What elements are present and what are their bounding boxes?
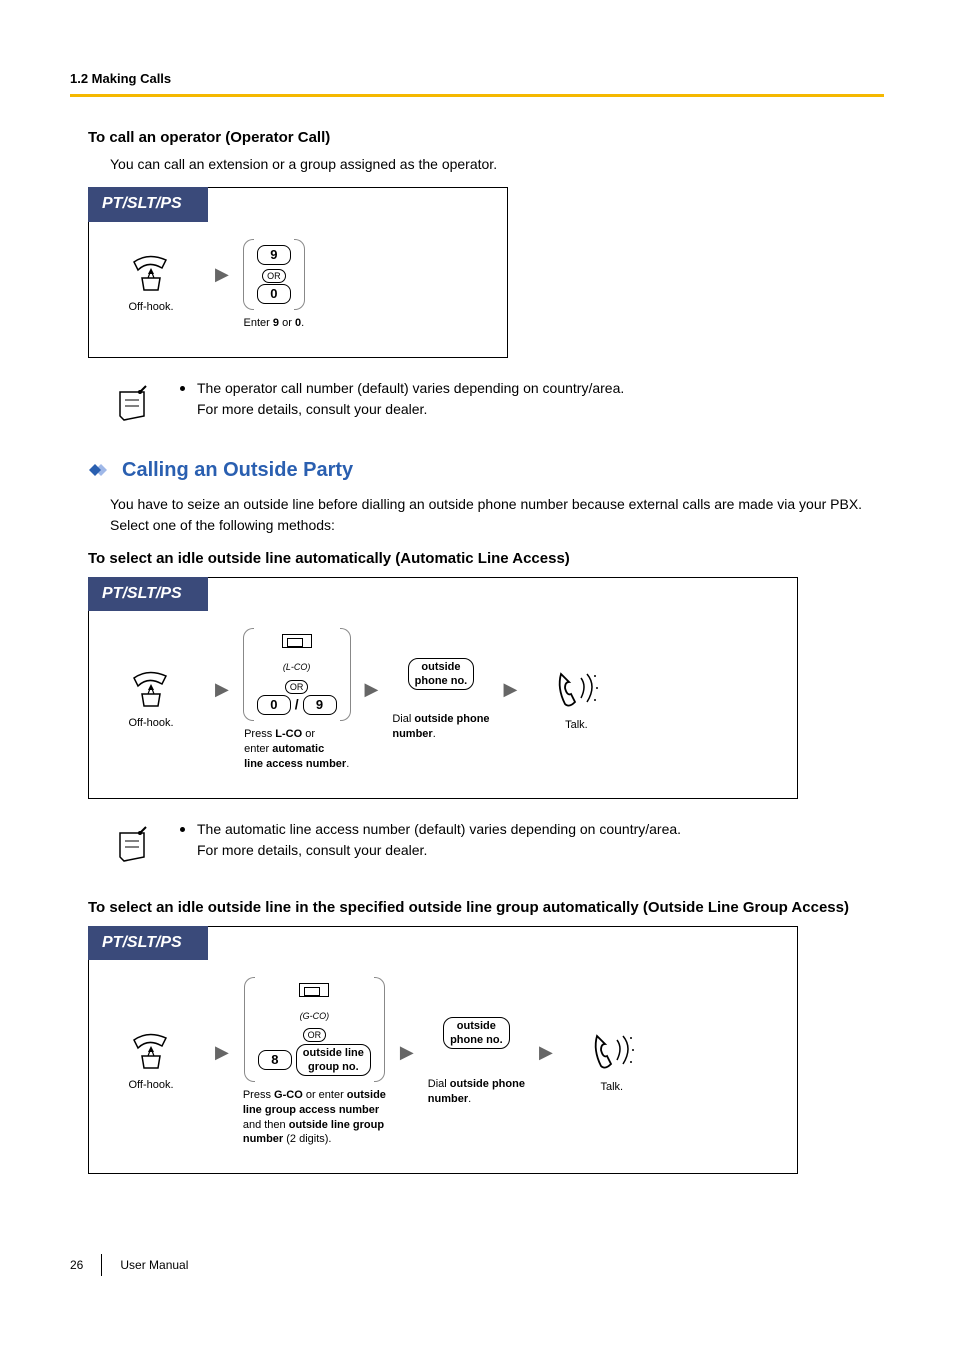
group-no-pill: outside linegroup no.	[296, 1044, 371, 1076]
note-auto: The automatic line access number (defaul…	[110, 819, 884, 869]
section-header: 1.2 Making Calls	[70, 70, 884, 88]
heading-operator-call: To call an operator (Operator Call)	[88, 127, 884, 148]
diagram-group: PT/SLT/PS Off-hook. ▶ (G-CO) OR 8 outsid…	[88, 926, 798, 1175]
note-text-1: The operator call number (default) varie…	[197, 380, 624, 396]
key-9: 9	[303, 695, 337, 715]
doc-title: User Manual	[120, 1257, 188, 1274]
heading-outside-party: Calling an Outside Party	[88, 456, 884, 484]
lco-button-icon	[282, 634, 312, 648]
arrow-icon: ▶	[365, 677, 379, 722]
caption-dial: Dial outside phone number.	[428, 1077, 525, 1107]
caption-offhook: Off-hook.	[128, 300, 173, 315]
arrow-icon: ▶	[215, 1040, 229, 1085]
diamond-icon	[88, 461, 114, 479]
offhook-icon	[128, 254, 174, 294]
caption-talk: Talk.	[600, 1080, 623, 1095]
key-group: (G-CO) OR 8 outside linegroup no.	[244, 977, 385, 1082]
note-text-2: For more details, consult your dealer.	[197, 401, 427, 417]
header-rule	[70, 94, 884, 97]
diagram-tab: PT/SLT/PS	[88, 577, 208, 611]
text-outside-intro: You have to seize an outside line before…	[110, 494, 884, 536]
note-icon	[110, 823, 156, 869]
bullet-icon	[180, 386, 185, 391]
talk-icon	[551, 668, 601, 712]
caption-dial: Dial outside phone number.	[392, 712, 489, 742]
or-pill: OR	[262, 269, 286, 283]
diagram-tab: PT/SLT/PS	[88, 926, 208, 960]
offhook-icon	[128, 670, 174, 710]
outside-phone-pill: outsidephone no.	[408, 658, 475, 690]
outside-phone-pill: outsidephone no.	[443, 1017, 510, 1049]
gco-label: (G-CO)	[300, 1011, 330, 1021]
arrow-icon: ▶	[504, 677, 518, 722]
caption-talk: Talk.	[565, 718, 588, 733]
caption-offhook: Off-hook.	[128, 1078, 173, 1093]
key-0: 0	[257, 284, 291, 304]
or-pill: OR	[303, 1028, 327, 1042]
key-8: 8	[258, 1050, 292, 1070]
key-0: 0	[257, 695, 291, 715]
talk-icon	[587, 1030, 637, 1074]
caption-enter: Enter 9 or 0.	[244, 316, 305, 331]
arrow-icon: ▶	[539, 1040, 553, 1085]
note-operator: The operator call number (default) varie…	[110, 378, 884, 428]
arrow-icon: ▶	[400, 1040, 414, 1085]
heading-group-access: To select an idle outside line in the sp…	[88, 897, 884, 918]
key-group: 9 OR 0	[243, 239, 305, 311]
gco-button-icon	[299, 983, 329, 997]
caption-offhook: Off-hook.	[128, 716, 173, 731]
caption-lco: Press L-CO or enter automatic line acces…	[244, 727, 349, 772]
arrow-icon: ▶	[215, 677, 229, 722]
diagram-auto: PT/SLT/PS Off-hook. ▶ (L-CO) OR 0 / 9 Pr…	[88, 577, 798, 799]
offhook-icon	[128, 1032, 174, 1072]
lco-label: (L-CO)	[283, 662, 311, 672]
page-number: 26	[70, 1257, 83, 1274]
footer-divider	[101, 1254, 102, 1276]
or-pill: OR	[285, 680, 309, 694]
diagram-operator: PT/SLT/PS Off-hook. ▶ 9 OR 0 Enter 9 or …	[88, 187, 508, 358]
text-operator-intro: You can call an extension or a group ass…	[110, 154, 884, 175]
page-footer: 26 User Manual	[70, 1254, 884, 1276]
note-text-2: For more details, consult your dealer.	[197, 842, 427, 858]
key-sep: /	[295, 696, 299, 712]
key-9: 9	[257, 245, 291, 265]
diagram-tab: PT/SLT/PS	[88, 187, 208, 221]
heading-auto-access: To select an idle outside line automatic…	[88, 548, 884, 569]
note-icon	[110, 382, 156, 428]
caption-gco: Press G-CO or enter outside line group a…	[243, 1088, 386, 1147]
arrow-icon: ▶	[215, 262, 229, 307]
bullet-icon	[180, 827, 185, 832]
key-group: (L-CO) OR 0 / 9	[243, 628, 351, 721]
note-text-1: The automatic line access number (defaul…	[197, 821, 681, 837]
